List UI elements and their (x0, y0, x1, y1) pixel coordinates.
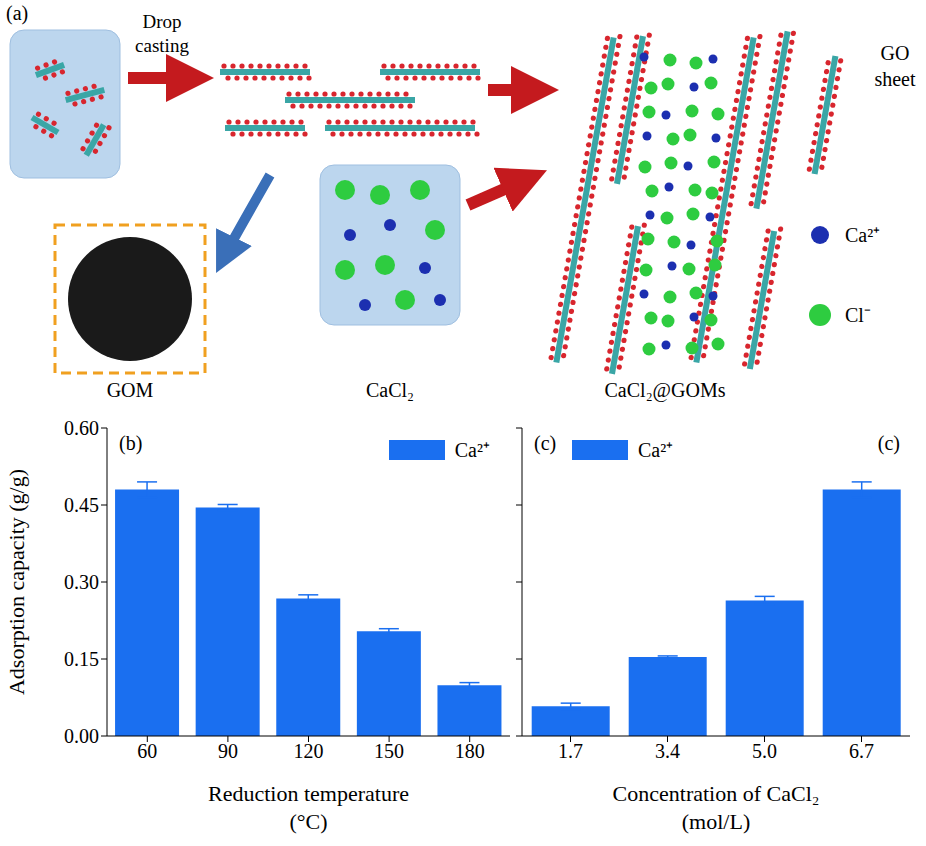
svg-text:3.4: 3.4 (655, 740, 680, 762)
html-text:(°C): (°C) (289, 809, 328, 834)
svg-text:Cl⁻: Cl⁻ (845, 304, 871, 326)
svg-text:5.0: 5.0 (752, 740, 777, 762)
html-text:(mol/L): (mol/L) (681, 809, 751, 834)
svg-text:Adsorption capacity (g/g): Adsorption capacity (g/g) (8, 469, 29, 695)
svg-text:Ca²⁺: Ca²⁺ (845, 224, 880, 246)
html-text:Ca²⁺: Ca²⁺ (638, 439, 674, 461)
svg-text:(a): (a) (8, 2, 28, 25)
svg-text:0.60: 0.60 (64, 417, 99, 439)
svg-text:0.30: 0.30 (64, 571, 99, 593)
svg-text:Drop: Drop (142, 11, 181, 32)
svg-text:CaCl₂: CaCl₂ (366, 379, 414, 401)
svg-text:60: 60 (137, 740, 157, 762)
html-text:(b): (b) (119, 432, 143, 454)
html-text:Concentration of CaCl₂: Concentration of CaCl₂ (612, 781, 820, 806)
svg-text:90: 90 (218, 740, 238, 762)
html-text:Reduction temperature: Reduction temperature (208, 781, 409, 806)
html-text:(c): (c) (877, 432, 900, 454)
svg-text:150: 150 (374, 740, 404, 762)
svg-text:6.7: 6.7 (849, 740, 874, 762)
svg-text:0.45: 0.45 (64, 494, 99, 516)
svg-text:CaCl₂@GOMs: CaCl₂@GOMs (605, 379, 726, 402)
svg-text:sheet: sheet (874, 68, 916, 90)
svg-text:120: 120 (294, 740, 324, 762)
svg-text:0.15: 0.15 (64, 648, 99, 670)
svg-text:0.00: 0.00 (64, 725, 99, 747)
svg-text:GOM: GOM (107, 379, 154, 401)
svg-text:180: 180 (455, 740, 485, 762)
html-text:(c): (c) (534, 432, 557, 454)
html-text:Ca²⁺: Ca²⁺ (454, 439, 490, 461)
svg-text:GO: GO (881, 42, 910, 64)
svg-text:casting: casting (135, 35, 189, 56)
svg-text:1.7: 1.7 (558, 740, 583, 762)
